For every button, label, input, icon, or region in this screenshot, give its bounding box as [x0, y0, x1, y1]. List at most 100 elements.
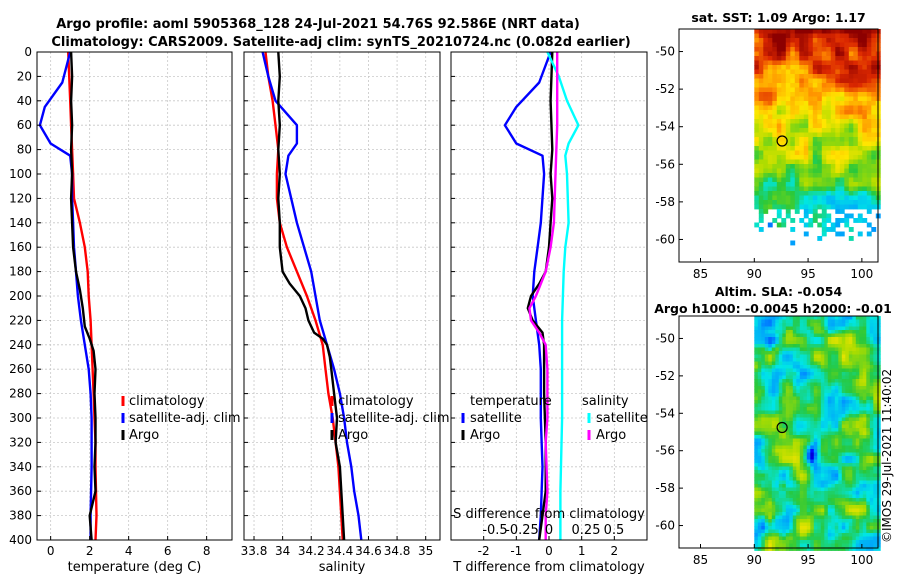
heatmap-cell — [758, 218, 764, 223]
heatmap-cell — [841, 428, 846, 432]
heatmap-cell — [834, 386, 839, 390]
heatmap-cell — [855, 354, 860, 359]
heatmap-cell — [841, 421, 846, 425]
heatmap-cell — [778, 519, 783, 523]
heatmap-cell — [853, 29, 859, 34]
heatmap-cell — [848, 375, 853, 380]
heatmap-cell — [835, 173, 841, 178]
heatmap-cell — [839, 155, 845, 160]
heatmap-cell — [767, 200, 773, 205]
temperature-profile-panel: 0 2 4 6 802040608010012014016018020022024026… — [9, 45, 241, 575]
heatmap-cell — [827, 522, 832, 527]
heatmap-cell — [871, 168, 877, 174]
heatmap-cell — [824, 407, 829, 411]
heatmap-cell — [857, 69, 863, 75]
heatmap-cell — [806, 428, 811, 432]
heatmap-cell — [839, 128, 845, 133]
heatmap-cell — [848, 449, 853, 453]
heatmap-cell — [866, 83, 872, 88]
heatmap-cell — [866, 65, 872, 70]
heatmap-cell — [871, 42, 877, 48]
heatmap-cell — [813, 421, 818, 425]
heatmap-cell — [761, 372, 766, 376]
heatmap-cell — [782, 536, 787, 541]
heatmap-cell — [862, 141, 868, 147]
heatmap-cell — [813, 529, 818, 534]
heatmap-cell — [785, 47, 791, 52]
heatmap-cell — [796, 456, 801, 460]
heatmap-cell — [848, 92, 854, 97]
heatmap-cell — [876, 386, 881, 390]
heatmap-cell — [768, 354, 773, 359]
heatmap-cell — [754, 159, 760, 165]
heatmap-cell — [757, 417, 762, 422]
heatmap-cell — [838, 389, 843, 394]
heatmap-cell — [876, 431, 881, 436]
heatmap-cell — [761, 414, 766, 418]
heatmap-cell — [763, 65, 769, 70]
heatmap-cell — [841, 393, 846, 397]
heatmap-cell — [757, 529, 762, 534]
heatmap-cell — [862, 396, 867, 401]
heatmap-cell — [768, 487, 773, 492]
heatmap-cell — [824, 361, 829, 366]
heatmap-cell — [771, 494, 776, 499]
heatmap-cell — [758, 168, 764, 174]
heatmap-cell — [754, 414, 759, 418]
heatmap-cell — [831, 508, 836, 513]
heatmap-cell — [789, 543, 794, 548]
heatmap-cell — [763, 150, 769, 156]
heatmap-cell — [844, 191, 850, 196]
heatmap-cell — [824, 480, 829, 485]
heatmap-cell — [771, 449, 776, 453]
heatmap-cell — [841, 533, 846, 537]
heatmap-cell — [794, 92, 800, 97]
heatmap-cell — [876, 445, 881, 450]
heatmap-cell — [824, 442, 829, 446]
heatmap-cell — [794, 168, 800, 174]
heatmap-cell — [834, 344, 839, 348]
heatmap-cell — [810, 505, 815, 509]
heatmap-cell — [848, 182, 854, 187]
heatmap-cell — [771, 473, 776, 478]
heatmap-cell — [785, 213, 791, 219]
heatmap-cell — [826, 137, 832, 142]
heatmap-cell — [763, 110, 769, 115]
heatmap-cell — [855, 438, 860, 443]
heatmap-cell — [768, 515, 773, 520]
heatmap-cell — [771, 424, 776, 429]
heatmap-cell — [871, 164, 877, 169]
heatmap-cell — [813, 396, 818, 401]
heatmap-cell — [796, 340, 801, 345]
heatmap-cell — [768, 456, 773, 460]
heatmap-cell — [796, 435, 801, 439]
heatmap-cell — [806, 368, 811, 373]
heatmap-cell — [841, 407, 846, 411]
heatmap-cell — [768, 438, 773, 443]
heatmap-cell — [785, 421, 790, 425]
heatmap-cell — [768, 477, 773, 481]
heatmap-cell — [768, 316, 773, 320]
heatmap-cell — [776, 150, 782, 156]
heatmap-cell — [839, 78, 845, 84]
heatmap-cell — [817, 177, 823, 183]
heatmap-cell — [869, 372, 874, 376]
heatmap-cell — [792, 368, 797, 373]
heatmap-cell — [845, 319, 850, 324]
heatmap-cell — [813, 547, 818, 551]
heatmap-cell — [758, 114, 764, 120]
heatmap-cell — [776, 191, 782, 196]
heatmap-cell — [869, 319, 874, 324]
heatmap-cell — [785, 164, 791, 169]
heatmap-cell — [763, 195, 769, 201]
heatmap-cell — [792, 403, 797, 408]
heatmap-cell — [775, 526, 780, 530]
heatmap-cell — [772, 128, 778, 133]
heatmap-cell — [764, 494, 769, 499]
heatmap-cell — [803, 119, 809, 124]
heatmap-cell — [876, 529, 881, 534]
heatmap-cell — [852, 368, 857, 373]
heatmap-cell — [826, 132, 832, 138]
heatmap-cell — [835, 87, 841, 93]
